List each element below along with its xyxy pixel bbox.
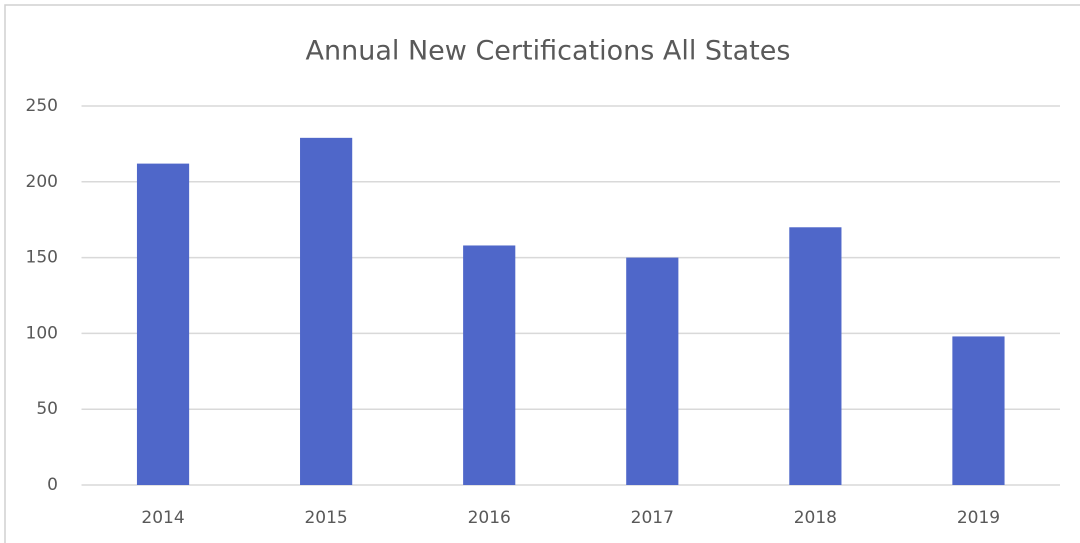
y-tick-label: 50 bbox=[36, 399, 58, 419]
y-tick-label: 250 bbox=[26, 96, 58, 116]
x-tick-label: 2018 bbox=[794, 508, 837, 528]
x-tick-label: 2019 bbox=[957, 508, 1000, 528]
bar bbox=[789, 227, 842, 485]
x-tick-label: 2014 bbox=[141, 508, 184, 528]
bar bbox=[952, 336, 1005, 485]
chart-title: Annual New Certifications All States bbox=[306, 36, 791, 67]
y-tick-label: 150 bbox=[26, 248, 58, 268]
bar bbox=[463, 245, 516, 485]
y-tick-label: 0 bbox=[47, 475, 58, 495]
x-tick-label: 2015 bbox=[304, 508, 347, 528]
bar bbox=[626, 257, 679, 485]
y-tick-label: 100 bbox=[26, 323, 58, 343]
y-tick-label: 200 bbox=[26, 172, 58, 192]
x-tick-label: 2016 bbox=[468, 508, 511, 528]
bar bbox=[136, 163, 190, 485]
bar bbox=[300, 137, 353, 485]
x-tick-label: 2017 bbox=[631, 508, 674, 528]
